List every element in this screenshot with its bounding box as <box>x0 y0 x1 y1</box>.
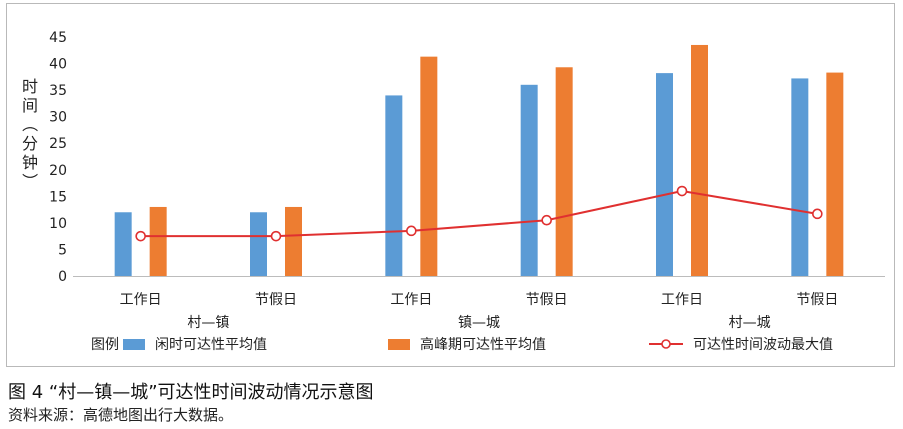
y-axis-label-char-5: ） <box>20 173 39 189</box>
y-tick-label-0: 0 <box>58 269 67 285</box>
chart-frame: 0 5 10 15 20 25 30 35 40 45 时间（ 分钟） 工作日 节假日 工作日 节假日 工作日 节… <box>6 3 895 367</box>
line-series-2 <box>140 190 818 238</box>
legend-swatch-series-0 <box>123 338 145 350</box>
x-tick-label-2: 工作日 <box>390 292 432 308</box>
point-series-2-cat-4 <box>676 185 688 197</box>
y-axis-label-char-3: 分 <box>22 134 38 153</box>
x-tick-label-3: 节假日 <box>526 292 568 308</box>
bar-series-0-cat-1 <box>250 212 267 276</box>
group-label-1: 镇—城 <box>458 315 500 331</box>
y-axis-label-char-0: 时 <box>22 77 38 96</box>
y-tick-label-1: 5 <box>58 242 67 258</box>
point-series-2-cat-0 <box>135 230 146 242</box>
point-series-2-cat-2 <box>406 225 417 237</box>
figure-caption: 图 4 “村—镇—城”可达性时间波动情况示意图 <box>8 382 374 403</box>
bar-series-1-cat-0 <box>149 206 167 276</box>
y-tick-label-5: 25 <box>49 136 67 152</box>
legend-label-series-1: 高峰期可达性平均值 <box>420 337 546 353</box>
bar-series-1-cat-4 <box>691 44 708 276</box>
legend-item-series-2: 可达性时间波动最大值 <box>649 333 833 355</box>
bar-series-0-cat-0 <box>114 212 132 276</box>
y-axis-label-char-2: （ <box>20 116 39 132</box>
bar-series-1-cat-5 <box>826 72 844 276</box>
bar-series-0-cat-5 <box>791 78 809 276</box>
y-tick-label-8: 40 <box>49 57 67 73</box>
chart: 0 5 10 15 20 25 30 35 40 45 时间（ 分钟） 工作日 节假日 工作日 节假日 工作日 节… <box>20 30 885 331</box>
bar-series-1-cat-2 <box>420 56 438 277</box>
legend-label-series-0: 闲时可达性平均值 <box>155 337 267 353</box>
group-label-2: 村—城 <box>729 315 771 331</box>
point-series-2-cat-3 <box>541 214 552 226</box>
point-series-2-cat-1 <box>270 230 282 242</box>
bar-series-0-cat-3 <box>520 84 538 276</box>
group-label-0: 村—镇 <box>187 315 229 331</box>
legend-label-series-2: 可达性时间波动最大值 <box>693 337 833 353</box>
legend-item-series-1: 高峰期可达性平均值 <box>388 333 546 355</box>
y-axis-label-char-4: 钟 <box>22 153 38 172</box>
legend-item-series-0: 闲时可达性平均值 <box>123 333 267 355</box>
y-tick-label-6: 30 <box>49 110 67 126</box>
x-tick-label-0: 工作日 <box>120 292 162 308</box>
y-axis-label-char-1: 间 <box>22 96 38 115</box>
y-tick-label-9: 45 <box>49 30 67 46</box>
y-tick-label-4: 20 <box>49 163 67 179</box>
bar-series-0-cat-4 <box>656 73 673 276</box>
bar-series-0-cat-2 <box>385 95 403 276</box>
legend-swatch-series-2 <box>649 339 683 349</box>
legend-title: 图例 <box>91 337 119 353</box>
y-tick-label-7: 35 <box>49 83 67 99</box>
point-series-2-cat-5 <box>812 208 823 220</box>
x-tick-label-4: 工作日 <box>661 292 703 308</box>
bar-series-1-cat-3 <box>555 67 573 276</box>
legend-swatch-series-1 <box>388 338 410 350</box>
y-tick-label-3: 15 <box>49 189 67 205</box>
y-tick-label-2: 10 <box>49 216 67 232</box>
x-tick-label-1: 节假日 <box>255 292 297 308</box>
bar-series-1-cat-1 <box>285 206 302 276</box>
x-tick-label-5: 节假日 <box>796 292 838 308</box>
source-note: 资料来源：高德地图出行大数据。 <box>8 406 234 424</box>
